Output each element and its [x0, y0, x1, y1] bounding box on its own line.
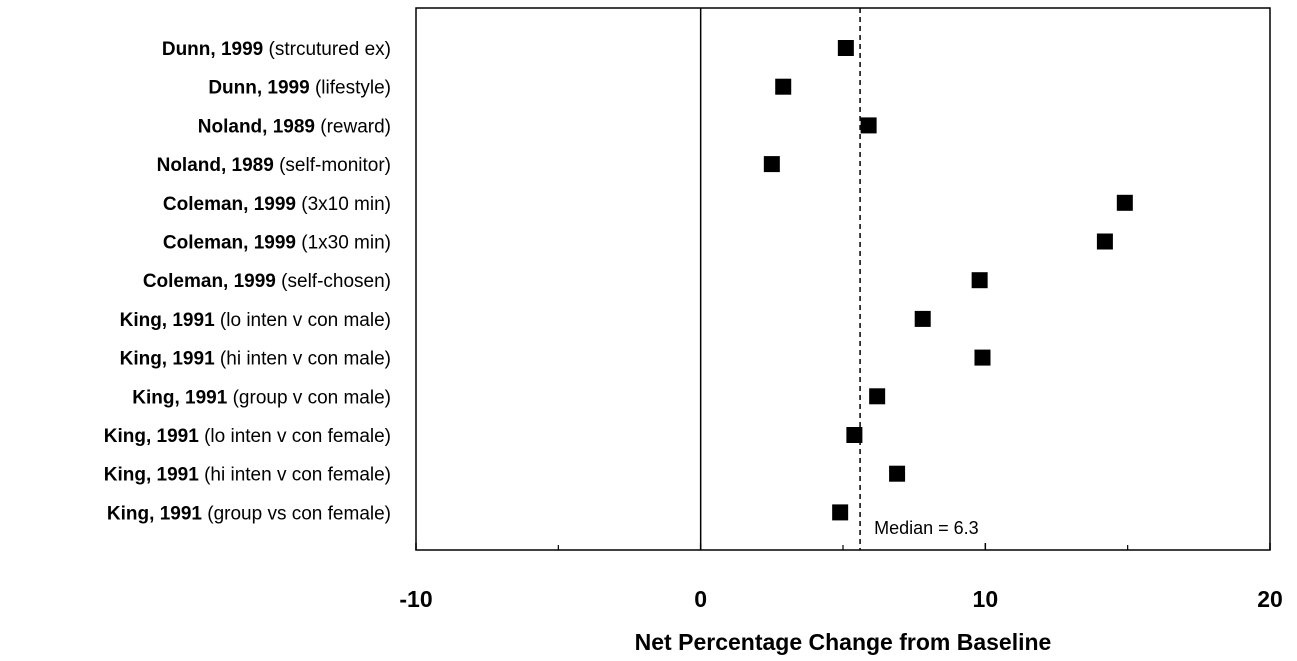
study-label: Coleman, 1999 (3x10 min)	[163, 194, 391, 215]
study-author: King, 1991	[107, 503, 202, 524]
data-point	[869, 388, 886, 405]
x-tick-label: 20	[1257, 586, 1283, 612]
study-label: Coleman, 1999 (1x30 min)	[163, 233, 391, 254]
study-condition: (lo inten v con male)	[215, 310, 391, 331]
study-condition: (lifestyle)	[310, 78, 391, 99]
data-point	[1096, 233, 1113, 250]
study-label: King, 1991 (lo inten v con female)	[104, 426, 391, 447]
x-tick-label: -10	[399, 586, 432, 612]
data-point	[837, 40, 854, 56]
study-labels: Dunn, 1999 (strcutured ex)Dunn, 1999 (li…	[104, 39, 391, 524]
plot-frame	[415, 7, 1271, 551]
study-author: Dunn, 1999	[162, 39, 263, 60]
study-condition: (group v con male)	[227, 387, 391, 408]
x-axis-title: Net Percentage Change from Baseline	[635, 629, 1052, 655]
study-author: Coleman, 1999	[163, 233, 296, 254]
data-markers	[763, 40, 1133, 521]
study-author: Dunn, 1999	[208, 78, 309, 99]
x-axis-tick-labels: -10 0 10 20	[399, 586, 1282, 612]
study-condition: (hi inten v con male)	[215, 349, 391, 370]
study-label: Dunn, 1999 (lifestyle)	[208, 78, 391, 99]
study-condition: (self-chosen)	[276, 271, 391, 292]
data-point	[860, 117, 877, 134]
study-author: King, 1991	[132, 387, 227, 408]
study-author: Noland, 1989	[157, 155, 274, 176]
study-author: King, 1991	[104, 426, 199, 447]
x-axis-ticks	[415, 543, 1271, 550]
study-author: King, 1991	[120, 310, 215, 331]
study-label: King, 1991 (hi inten v con female)	[104, 465, 391, 486]
study-label: Noland, 1989 (self-monitor)	[157, 155, 391, 176]
study-label: King, 1991 (lo inten v con male)	[120, 310, 391, 331]
study-condition: (reward)	[315, 116, 391, 137]
data-point	[971, 272, 988, 289]
study-author: King, 1991	[120, 349, 215, 370]
x-tick-label: 10	[973, 586, 999, 612]
median-group: Median = 6.3	[859, 8, 979, 550]
study-condition: (group vs con female)	[202, 503, 391, 524]
data-point	[974, 349, 991, 366]
study-label: Coleman, 1999 (self-chosen)	[143, 271, 391, 292]
median-label: Median = 6.3	[874, 518, 979, 538]
study-author: Coleman, 1999	[143, 271, 276, 292]
study-author: Coleman, 1999	[163, 194, 296, 215]
study-label: King, 1991 (group v con male)	[132, 387, 391, 408]
data-point	[1116, 194, 1133, 211]
data-point	[914, 310, 931, 327]
study-author: Noland, 1989	[198, 116, 315, 137]
study-condition: (strcutured ex)	[263, 39, 391, 60]
study-label: Dunn, 1999 (strcutured ex)	[162, 39, 391, 60]
data-point	[763, 156, 780, 173]
study-author: King, 1991	[104, 465, 199, 486]
data-point	[846, 427, 863, 443]
study-condition: (1x30 min)	[296, 233, 391, 254]
study-condition: (self-monitor)	[274, 155, 391, 176]
study-label: King, 1991 (group vs con female)	[107, 503, 391, 524]
data-point	[889, 465, 906, 482]
study-condition: (3x10 min)	[296, 194, 391, 215]
data-point	[775, 78, 792, 95]
data-point	[832, 504, 849, 521]
study-condition: (lo inten v con female)	[199, 426, 391, 447]
study-condition: (hi inten v con female)	[199, 465, 391, 486]
study-label: Noland, 1989 (reward)	[198, 116, 391, 137]
study-label: King, 1991 (hi inten v con male)	[120, 349, 391, 370]
x-tick-label: 0	[694, 586, 707, 612]
